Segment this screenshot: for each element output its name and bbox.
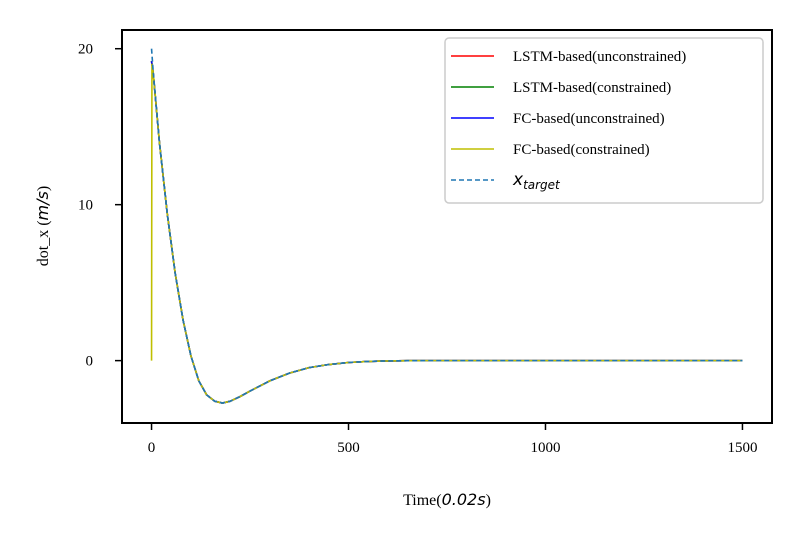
legend-label-lstm-based-unconstrained: LSTM-based(unconstrained) (513, 49, 686, 65)
y-axis-paren-close: ) (35, 186, 52, 191)
y-axis-label: dot_x (35, 230, 52, 266)
y-tick-label: 0 (86, 354, 94, 370)
series-line-x-target (150, 48, 743, 404)
legend-label-lstm-based-constrained: LSTM-based(constrained) (513, 80, 671, 96)
x-axis-label: Time (403, 492, 436, 509)
x-axis-paren-close: ) (486, 492, 491, 509)
y-axis-unit: m/s (33, 191, 52, 220)
y-axis: 0 10 20 (78, 42, 122, 370)
legend-label-fc-based-constrained: FC-based(constrained) (513, 142, 650, 158)
x-tick-label: 0 (148, 440, 156, 456)
legend-box (444, 37, 764, 204)
x-tick-label: 1000 (530, 440, 560, 456)
legend: LSTM-based(unconstrained) LSTM-based(cons… (444, 37, 764, 204)
x-tick-label: 500 (337, 440, 360, 456)
plot-frame (121, 29, 773, 424)
y-tick-label: 20 (78, 42, 93, 58)
legend-label-x-target: xtarget (512, 170, 561, 192)
y-axis-title: dot_x (m/s) (33, 186, 52, 266)
x-axis-title: Time(0.02s) (403, 490, 491, 509)
x-axis-unit: 0.02s (442, 490, 486, 509)
y-tick-label: 10 (78, 198, 93, 214)
x-tick-label: 1500 (727, 440, 757, 456)
legend-label-fc-based-unconstrained: FC-based(unconstrained) (513, 111, 665, 127)
x-axis-paren-open: ( (436, 492, 441, 509)
x-axis: 0 500 1000 1500 (148, 423, 757, 456)
series-layer (150, 48, 743, 404)
y-axis-paren-open: ( (35, 220, 52, 229)
